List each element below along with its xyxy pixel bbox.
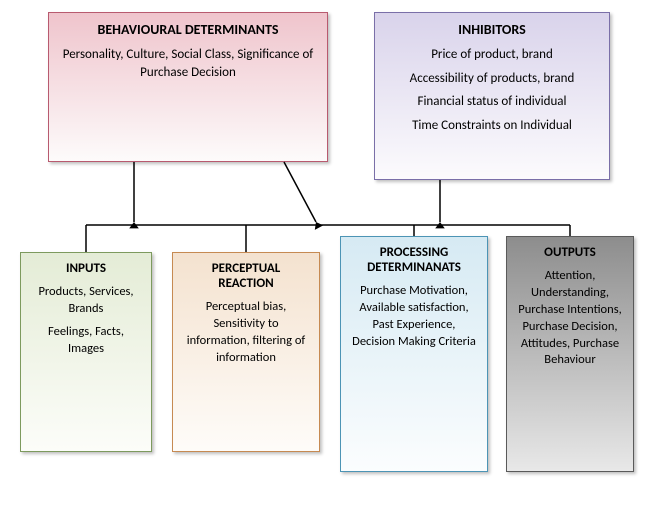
box-processing-determinants: PROCESSING DETERMINANATS Purchase Motiva… — [340, 236, 488, 472]
box-title: INHIBITORS — [385, 21, 599, 38]
box-title: PROCESSING DETERMINANATS — [351, 245, 477, 275]
box-body-line: Personality, Culture, Social Class, Sign… — [59, 46, 317, 81]
box-body-line: Accessibility of products, brand — [385, 70, 599, 88]
box-body: Price of product, brand Accessibility of … — [385, 46, 599, 134]
box-inputs: INPUTS Products, Services, Brands Feeling… — [20, 252, 152, 452]
box-body: Personality, Culture, Social Class, Sign… — [59, 46, 317, 81]
box-body-line: Perceptual bias, Sensitivity to informat… — [183, 299, 309, 367]
box-body-line: Feelings, Facts, Images — [31, 324, 141, 358]
box-outputs: OUTPUTS Attention, Understanding, Purcha… — [506, 236, 634, 472]
box-title: BEHAVIOURAL DETERMINANTS — [59, 21, 317, 38]
box-body: Perceptual bias, Sensitivity to informat… — [183, 299, 309, 367]
box-title: INPUTS — [31, 261, 141, 276]
box-body-line: Attention, Understanding, Purchase Inten… — [517, 268, 623, 369]
box-body-line: Financial status of individual — [385, 93, 599, 111]
box-body: Products, Services, Brands Feelings, Fact… — [31, 284, 141, 358]
box-body: Purchase Motivation, Available satisfact… — [351, 283, 477, 351]
box-body-line: Time Constraints on Individual — [385, 117, 599, 135]
box-behavioural-determinants: BEHAVIOURAL DETERMINANTS Personality, Cu… — [48, 12, 328, 162]
box-inhibitors: INHIBITORS Price of product, brand Access… — [374, 12, 610, 180]
box-body-line: Products, Services, Brands — [31, 284, 141, 318]
box-body: Attention, Understanding, Purchase Inten… — [517, 268, 623, 369]
box-title: PERCEPTUAL REACTION — [183, 261, 309, 291]
box-body-line: Price of product, brand — [385, 46, 599, 64]
box-title: OUTPUTS — [517, 245, 623, 260]
box-body-line: Purchase Motivation, Available satisfact… — [351, 283, 477, 351]
box-perceptual-reaction: PERCEPTUAL REACTION Perceptual bias, Sen… — [172, 252, 320, 452]
